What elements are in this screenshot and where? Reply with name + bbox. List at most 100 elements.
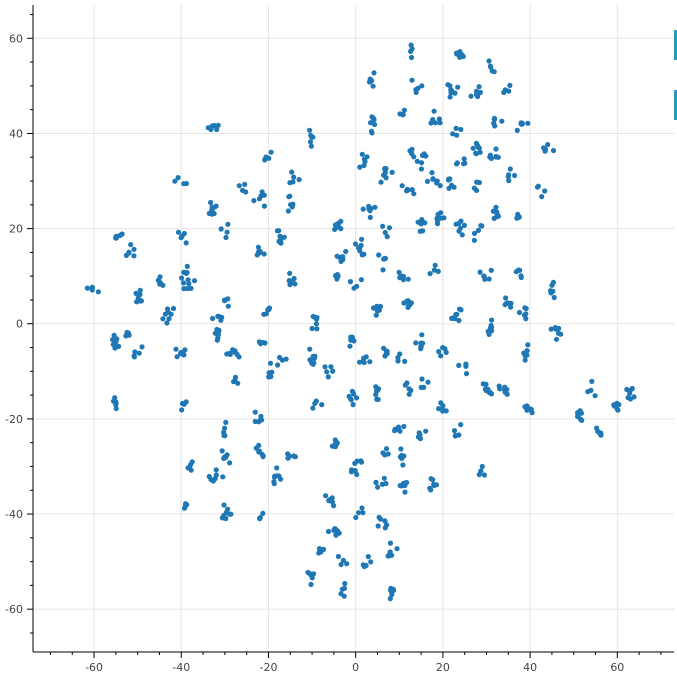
scatter-point [242,181,248,187]
scatter-point [488,267,494,273]
scatter-point [523,316,529,322]
scatter-point [518,273,524,279]
scatter-point [268,149,274,155]
axes [32,5,674,653]
scatter-point [255,244,261,250]
scatter-point [254,252,260,258]
scatter-point [286,194,292,200]
scatter-point [269,369,275,375]
scatter-point [491,115,498,121]
scatter-point [357,164,363,170]
scatter-point [405,276,411,282]
y-axis-ticks: -60 -40 -20 0 20 40 60 [5,14,33,634]
scatter-point [208,126,214,133]
scatter-point [364,154,370,160]
scatter-point [225,303,231,309]
scatter-point [211,210,217,217]
scatter-point [588,387,594,393]
scatter-point [589,378,595,384]
scatter-point [360,510,366,516]
scatter-point [157,274,163,280]
scatter-point [418,166,424,172]
scatter-point [409,187,415,193]
scatter-point [486,58,492,64]
scatter-point [338,561,344,568]
scatter-point [367,208,373,214]
scatter-point [594,425,600,431]
scatter-point [368,559,374,565]
scatter-point [399,273,405,279]
scatter-point [362,158,368,165]
scatter-point [431,108,437,114]
scatter-point [225,506,231,512]
scatter-point [404,298,410,304]
scatter-point [227,460,233,466]
scatter-point [503,295,509,301]
scatter-point [252,418,258,425]
scatter-point [170,305,177,312]
scatter-point [387,596,393,602]
scatter-point [268,374,274,380]
scatter-point [435,211,441,218]
scatter-point [506,178,512,184]
scatter-point [285,208,291,214]
scatter-point [542,188,548,194]
scatter-point [413,340,419,346]
scatter-point [477,149,483,155]
scatter-point [508,304,514,310]
scatter-point [236,183,242,189]
scatter-point [447,94,453,100]
scatter-point [277,233,283,239]
scatter-point [461,222,467,228]
scatter-point [366,203,372,209]
scatter-point [395,424,402,430]
scatter-point [289,169,295,175]
scatter-point [482,386,488,392]
scatter-point [475,227,482,233]
scatter-point [261,251,267,257]
scatter-point [189,459,195,465]
scatter-point [260,339,266,346]
scatter-point [276,238,282,244]
scatter-point [136,350,142,356]
scatter-point [385,553,391,559]
scatter-point [274,465,280,471]
scatter-point [219,448,225,454]
scatter-point [597,430,603,436]
scatter-point [234,351,240,357]
scatter-point [468,93,474,99]
x-axis-ticks: -60 -40 -20 0 20 40 60 [49,652,662,674]
scatter-point [174,354,180,360]
x-tick-label: -60 [85,661,103,674]
scatter-point [611,402,617,408]
scatter-point [352,241,359,247]
scatter-point [213,467,219,473]
scatter-point [470,145,476,151]
scatter-point [113,405,119,412]
scatter-point [381,172,387,178]
scatter-point [522,353,528,359]
scatter-point [455,84,461,90]
scatter-point [139,344,145,350]
scatter-point [218,226,224,232]
scatter-point [323,493,329,499]
scatter-point [404,479,410,486]
scatter-point [381,345,387,351]
scatter-point [330,368,336,374]
scatter-point [579,417,585,423]
y-tick-label: 0 [16,318,23,331]
scatter-point [180,280,187,286]
scatter-point [477,269,483,275]
scatter-point [310,405,316,411]
scatter-point [274,473,280,479]
scatter-point [415,85,421,91]
scatter-point [137,287,143,293]
x-tick-label: 40 [523,661,537,674]
scatter-point [308,581,314,588]
scatter-point [386,225,393,231]
scatter-point [555,330,562,336]
scatter-point [335,553,341,560]
scatter-point [384,234,390,240]
scatter-point [425,379,431,385]
scatter-point [542,148,548,154]
